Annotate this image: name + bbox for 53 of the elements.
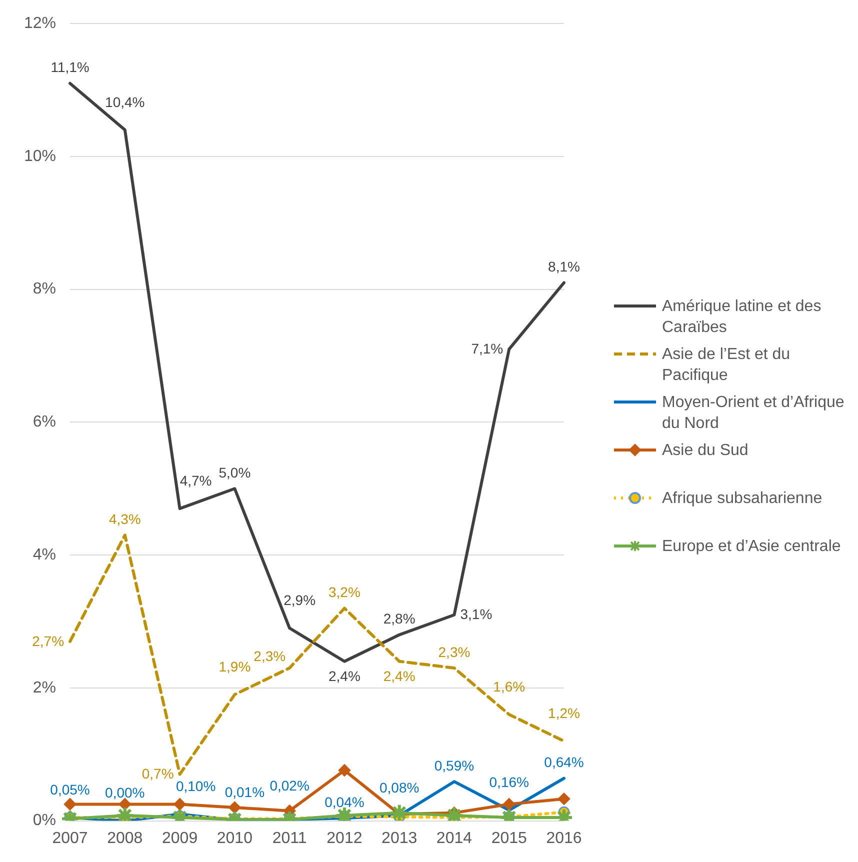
data-label: 0,00% [105, 784, 145, 801]
data-label: 4,7% [180, 472, 212, 488]
data-label: 2,7% [32, 632, 64, 649]
x-tick-label: 2014 [436, 830, 472, 847]
data-label: 0,08% [379, 779, 420, 796]
y-tick-label: 4% [32, 546, 56, 564]
x-tick-label: 2013 [382, 830, 418, 847]
data-label: 0,7% [142, 766, 174, 782]
data-label: 1,2% [548, 704, 580, 721]
data-label: 2,8% [383, 610, 416, 627]
legend-label: Asie du Sud [662, 441, 748, 461]
x-tick-label: 2011 [272, 830, 307, 847]
data-label: 0,02% [270, 777, 310, 794]
y-tick-label: 10% [24, 148, 56, 165]
legend-label: Asie de l’Est et du Pacifique [662, 345, 792, 386]
legend-label: Moyen-Orient et d’Afrique du Nord [662, 393, 846, 434]
data-label: 3,1% [460, 606, 492, 622]
data-label: 11,1% [50, 59, 90, 76]
data-label: 0,16% [489, 774, 529, 790]
data-label: 4,3% [108, 510, 141, 527]
data-label: 0,05% [50, 781, 90, 798]
data-label: 1,6% [493, 678, 526, 694]
data-label: 2,3% [438, 644, 470, 660]
x-tick-label: 2008 [107, 830, 143, 847]
legend-label: Europe et d’Asie centrale [662, 537, 841, 557]
data-label: 2,4% [328, 668, 360, 684]
x-tick-label: 2009 [162, 830, 198, 847]
data-label: 0,10% [176, 778, 216, 794]
legend-label: Afrique subsaharienne [662, 489, 822, 509]
data-label: 3,2% [328, 584, 360, 600]
data-label: 8,1% [548, 258, 580, 275]
data-label: 1,9% [218, 658, 251, 674]
data-label: 0,59% [434, 757, 474, 774]
data-label: 0,04% [324, 794, 364, 810]
data-label: 0,64% [544, 754, 584, 770]
y-tick-label: 2% [32, 679, 56, 696]
legend-label: Amérique latine et des Caraïbes [662, 297, 822, 338]
x-tick-label: 2015 [491, 830, 528, 847]
data-label: 2,3% [254, 648, 286, 664]
y-tick-label: 6% [32, 414, 56, 431]
data-label: 0,01% [224, 784, 265, 800]
y-tick-label: 0% [32, 812, 56, 830]
data-label: 10,4% [105, 94, 145, 110]
x-tick-label: 2012 [326, 830, 362, 847]
x-tick-label: 2016 [546, 830, 582, 847]
data-label: 2,9% [284, 592, 316, 608]
data-label: 7,1% [471, 340, 504, 356]
x-tick-label: 2007 [52, 830, 88, 847]
y-tick-label: 8% [32, 280, 56, 298]
data-label: 5,0% [218, 464, 251, 480]
data-label: 2,4% [383, 668, 416, 684]
y-tick-label: 12% [24, 15, 56, 32]
x-tick-label: 2010 [216, 830, 253, 847]
